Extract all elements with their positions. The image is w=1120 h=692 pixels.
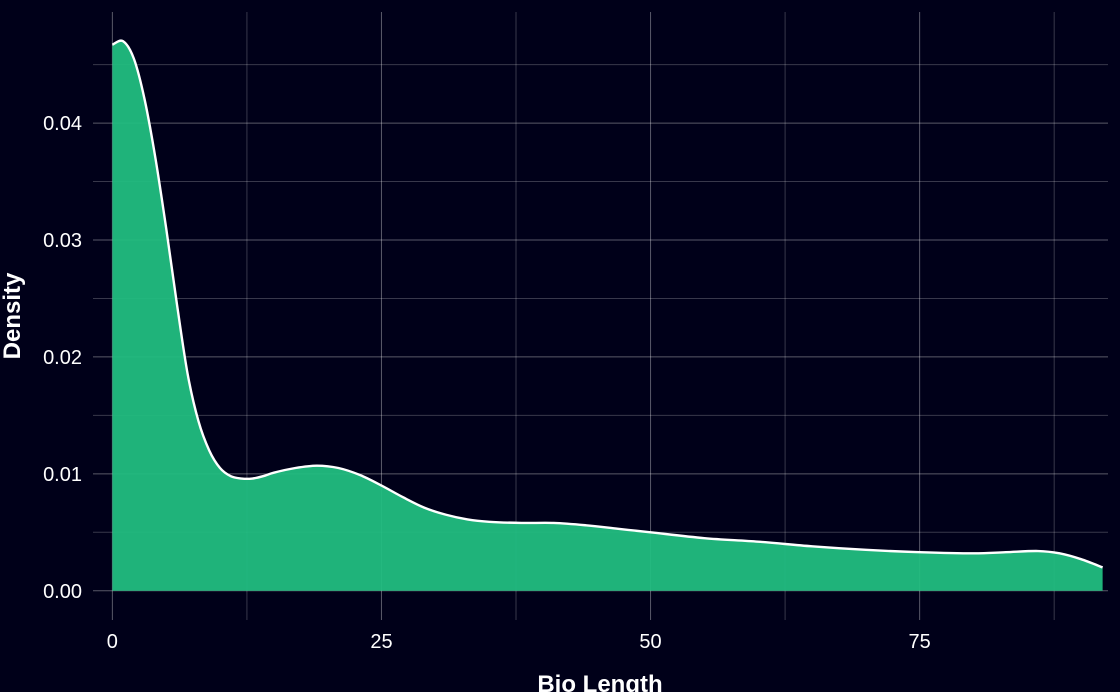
y-tick-label: 0.00 <box>43 581 82 603</box>
x-tick-label: 25 <box>370 631 392 653</box>
y-tick-label: 0.03 <box>43 230 82 252</box>
density-area <box>112 40 1103 591</box>
y-tick-label: 0.01 <box>43 464 82 486</box>
x-tick-label: 75 <box>909 631 931 653</box>
x-axis-title: Bio Length <box>537 671 662 692</box>
plot-area <box>111 39 1104 591</box>
x-axis-ticks: 0 25 50 75 <box>107 631 931 653</box>
x-tick-label: 0 <box>107 631 118 653</box>
y-tick-label: 0.02 <box>43 347 82 369</box>
y-tick-label: 0.04 <box>43 113 82 135</box>
y-axis-ticks: 0.00 0.01 0.02 0.03 0.04 <box>43 113 82 603</box>
y-axis-title: Density <box>0 272 26 359</box>
x-tick-label: 50 <box>639 631 661 653</box>
density-line <box>111 39 1104 569</box>
